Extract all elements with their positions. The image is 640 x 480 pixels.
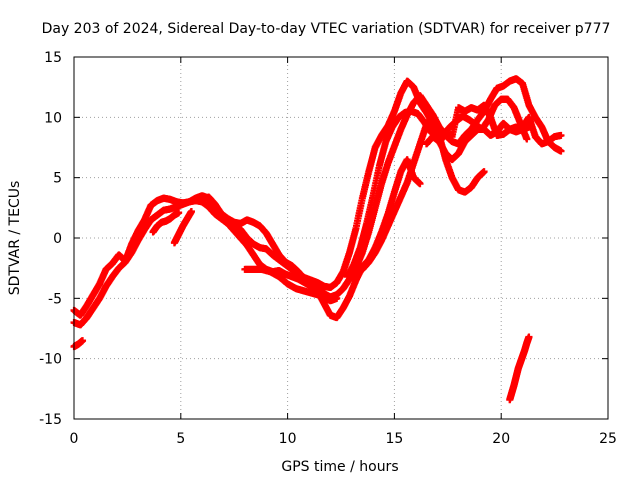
data-point [557, 131, 565, 139]
x-tick-label: 20 [492, 431, 510, 447]
x-tick-label: 15 [385, 431, 403, 447]
x-tick-label: 0 [70, 431, 79, 447]
y-tick-label: 10 [44, 110, 62, 126]
data-series [170, 207, 195, 247]
data-point [187, 207, 195, 215]
x-tick-label: 5 [176, 431, 185, 447]
data-series [241, 265, 341, 305]
data-point [523, 135, 531, 143]
data-series [205, 156, 424, 322]
y-tick-label: 15 [44, 50, 62, 66]
data-point [175, 209, 183, 217]
grid-lines [74, 57, 608, 419]
data-series [149, 209, 183, 236]
x-tick-label: 25 [599, 431, 617, 447]
chart-title: Day 203 of 2024, Sidereal Day-to-day VTE… [42, 21, 611, 37]
data-point [557, 147, 565, 155]
data-series [506, 333, 533, 404]
data-point [525, 333, 533, 341]
x-tick-label: 10 [279, 431, 297, 447]
data-point [416, 180, 424, 188]
y-tick-label: 0 [53, 231, 62, 247]
data-point [480, 168, 488, 176]
plot-frame [73, 56, 609, 420]
data-series [70, 337, 87, 351]
y-tick-label: -15 [39, 412, 62, 428]
y-tick-label: -5 [48, 291, 62, 307]
data-series [422, 101, 565, 148]
y-axis-label: SDTVAR / TECUs [7, 181, 23, 296]
y-tick-label: -10 [39, 352, 62, 368]
data-point [79, 337, 87, 345]
data-series [358, 111, 488, 273]
y-tick-label: 5 [53, 171, 62, 187]
x-axis-label: GPS time / hours [281, 459, 398, 475]
data-point [333, 294, 341, 302]
data-points [70, 75, 565, 404]
